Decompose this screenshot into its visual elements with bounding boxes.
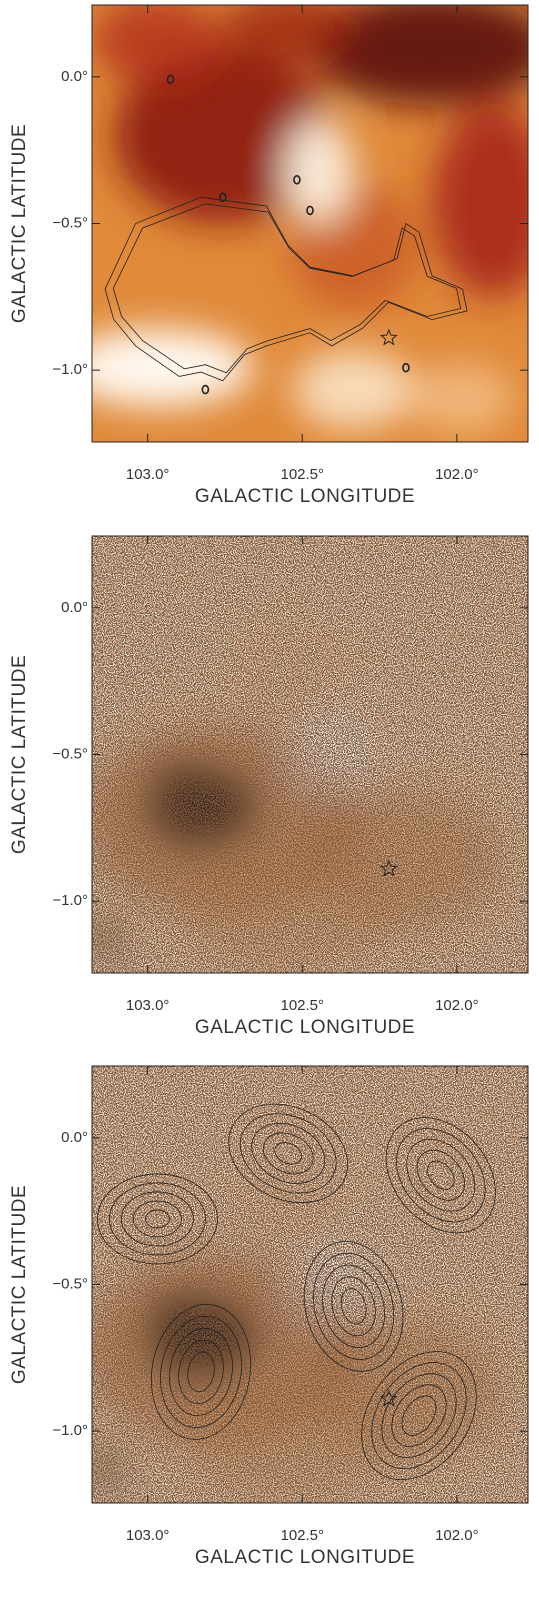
x-axis-label: GALACTIC LONGITUDE (195, 1547, 415, 1568)
panel: 103.0° 102.5° 102.0° 0.0° −0.5° −1.0° GALACTIC… (9, 1066, 528, 1568)
image (83, 1066, 528, 1503)
image (61, 0, 539, 442)
y-tick-label: 0.0° (61, 68, 88, 85)
y-tick-label: −1.0° (52, 892, 88, 909)
figure: 103.0° 102.5° 102.0° 0.0° −0.5° −1.0° GALACTIC… (0, 0, 539, 1601)
y-axis-label: GALACTIC LATITUDE (9, 1185, 30, 1384)
x-axis-label: GALACTIC LONGITUDE (195, 486, 415, 507)
y-tick-label: −1.0° (52, 361, 88, 378)
panel: 103.0° 102.5° 102.0° 0.0° −0.5° −1.0° GALACTIC… (9, 536, 528, 1038)
y-axis-label: GALACTIC LATITUDE (9, 655, 30, 854)
blob (61, 328, 253, 407)
y-axis-label: GALACTIC LATITUDE (9, 124, 30, 323)
y-tick-label: 0.0° (61, 1129, 88, 1146)
panel: 103.0° 102.5° 102.0° 0.0° −0.5° −1.0° GALACTIC… (9, 0, 539, 507)
y-tick-label: 0.0° (61, 599, 88, 616)
x-axis-label: GALACTIC LONGITUDE (195, 1017, 415, 1038)
y-tick-label: −0.5° (52, 214, 88, 231)
x-tick-label: 103.0° (126, 997, 170, 1014)
blob (92, 0, 223, 84)
x-tick-label: 102.5° (280, 466, 324, 483)
blob (284, 119, 354, 224)
blob (293, 350, 415, 429)
speckle (92, 536, 528, 973)
x-tick-label: 102.0° (435, 997, 479, 1014)
x-tick-label: 102.5° (280, 1527, 324, 1544)
x-tick-label: 102.0° (435, 1527, 479, 1544)
x-tick-label: 103.0° (126, 1527, 170, 1544)
x-tick-label: 103.0° (126, 466, 170, 483)
x-tick-label: 102.0° (435, 466, 479, 483)
y-tick-label: −0.5° (52, 745, 88, 762)
image (83, 536, 528, 973)
y-tick-label: −1.0° (52, 1422, 88, 1439)
x-tick-label: 102.5° (280, 997, 324, 1014)
y-tick-label: −0.5° (52, 1275, 88, 1292)
blob (410, 363, 515, 433)
